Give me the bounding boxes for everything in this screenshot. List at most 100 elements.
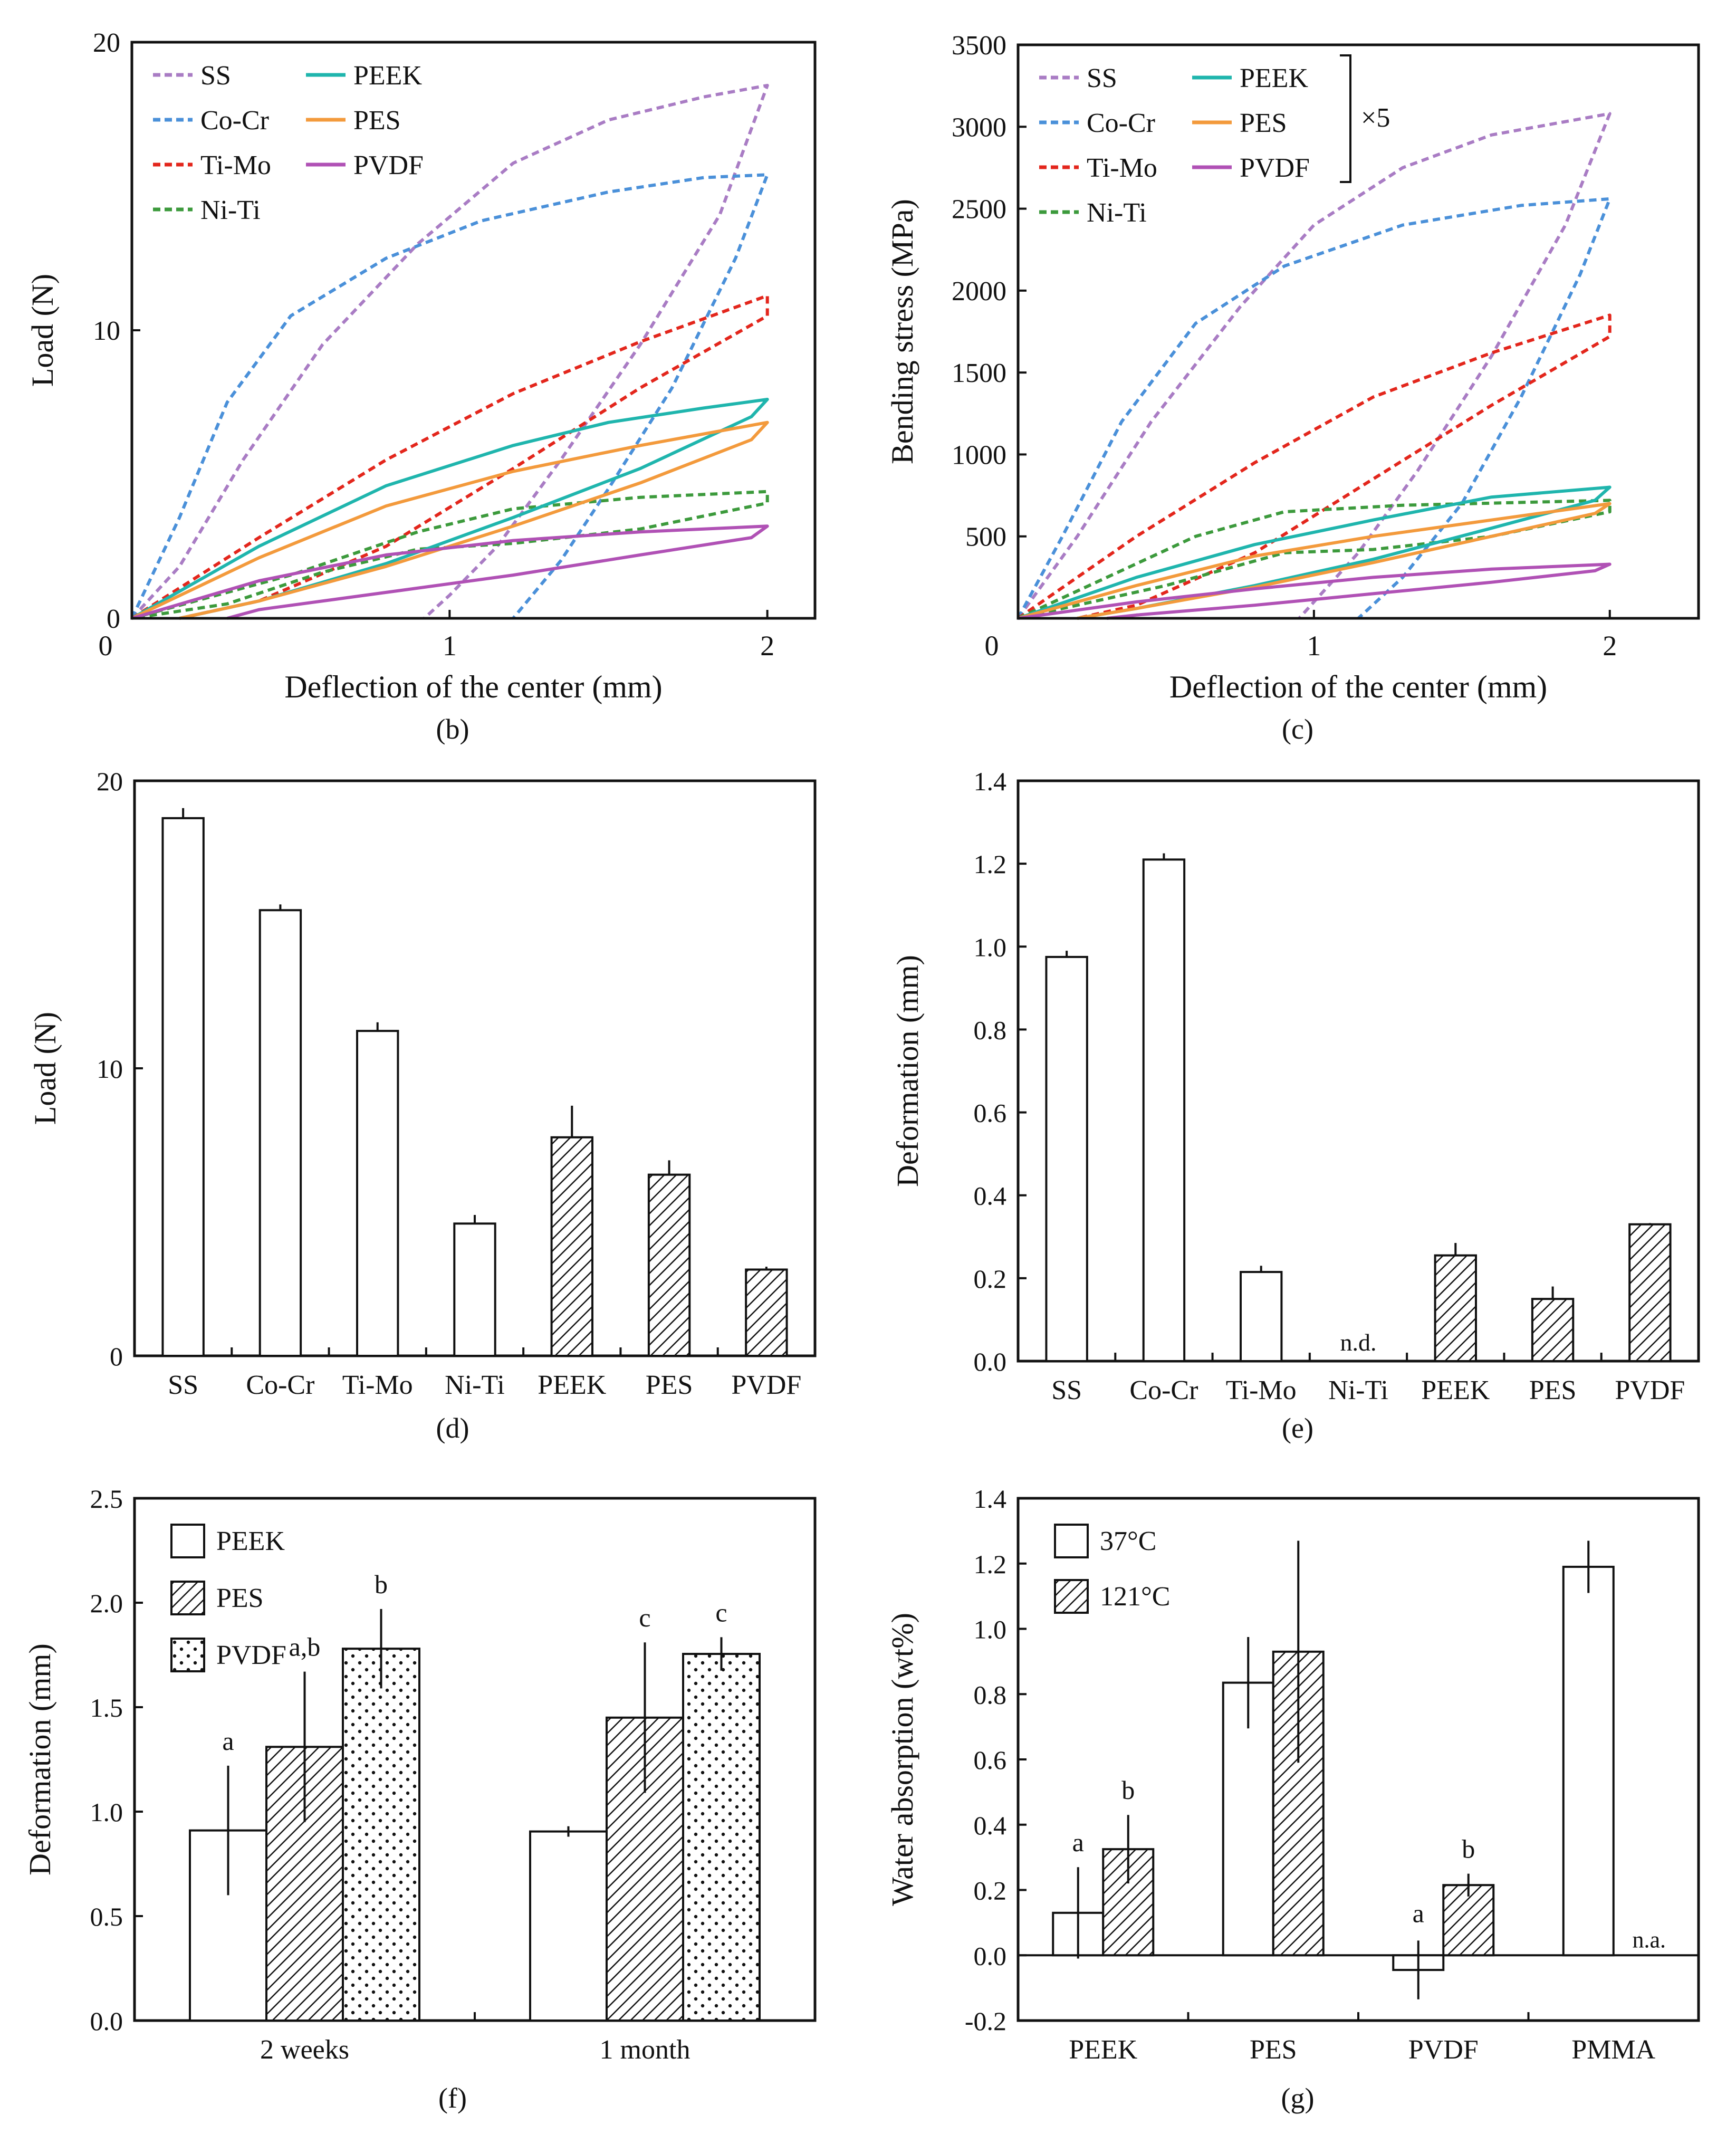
legend-entry: PES [1240, 108, 1287, 138]
x-tick-label: 0 [985, 630, 999, 662]
x-tick-label: PES [1529, 1375, 1577, 1405]
series-curve-ti-mo [1017, 313, 1612, 620]
legend-entry: PEEK [216, 1526, 285, 1556]
series-curve-pvdf [1018, 562, 1612, 620]
series-curve-peek [131, 398, 769, 620]
bar-pvdf [1628, 1223, 1672, 1363]
panel-d: 0 10 20 SS Co-Cr Ti-Mo Ni-Ti PEEK PES PVDF Load (N… [28, 767, 817, 1444]
x-tick-label: PVDF [1615, 1375, 1685, 1405]
significance-letter: a [1072, 1827, 1084, 1857]
bar-peek [1434, 1254, 1477, 1362]
panel-g: -0.2 0.0 0.2 0.4 0.6 0.8 1.0 1.2 1.4 b PEEK PES a b PV… [885, 1484, 1700, 2114]
y-tick-label: 1.0 [90, 1797, 123, 1827]
legend-entry: PEEK [353, 61, 422, 91]
x-tick-label: PVDF [731, 1370, 801, 1400]
x-tick-label: Ti-Mo [1226, 1375, 1297, 1405]
legend-entry: Co-Cr [1087, 108, 1155, 138]
panel-c: 0 1 2500100015002000250030003500Deflection… [885, 31, 1700, 745]
x-tick-label: 1 [1307, 630, 1321, 662]
x-tick-label: SS [168, 1370, 198, 1400]
legend-entry: PEEK [1240, 63, 1308, 93]
y-axis-label: Deformation (mm) [23, 1643, 57, 1875]
y-tick-label: -0.2 [965, 2006, 1006, 2036]
x-tick-label: Ni-Ti [445, 1370, 505, 1400]
significance-letter: a [222, 1726, 234, 1756]
x-tick-label: SS [1051, 1375, 1082, 1405]
y-tick-label: 0.2 [974, 1264, 1007, 1294]
y-axis-label: Deformation (mm) [890, 955, 925, 1187]
x-axis-label: Deflection of the center (mm) [1169, 669, 1547, 704]
y-tick-label: 2000 [952, 276, 1006, 307]
series-curve-pes [131, 420, 769, 620]
y-tick-label: 2.5 [90, 1484, 123, 1514]
y-tick-label: 1.5 [90, 1693, 123, 1722]
x-tick-label: 1 [443, 630, 457, 662]
bar-pes [647, 1173, 691, 1357]
legend-swatch [170, 1581, 205, 1615]
legend-entry: Ti-Mo [200, 150, 271, 180]
bar-121-c [1442, 1884, 1495, 1957]
panel-f: 0.0 0.5 1.0 1.5 2.0 2.5 a a,b b 2 weeks c c 1 month P… [23, 1484, 817, 2114]
legend-entry: SS [200, 61, 231, 91]
y-tick-label: 0.0 [90, 2006, 123, 2036]
y-tick-label: 0 [107, 604, 120, 634]
x-tick-label: Ti-Mo [342, 1370, 413, 1400]
panel-caption: (f) [438, 2082, 467, 2114]
x-tick-label: Co-Cr [246, 1370, 314, 1400]
y-tick-label: 1.2 [974, 1549, 1007, 1579]
bar-pes [1531, 1298, 1575, 1362]
legend-entry: SS [1087, 63, 1117, 93]
y-tick-label: 0.0 [974, 1347, 1007, 1376]
x-tick-label: PVDF [1408, 2035, 1479, 2065]
y-tick-label: 20 [97, 767, 123, 796]
y-tick-label: 20 [93, 28, 120, 58]
legend-entry: Co-Cr [200, 106, 269, 136]
series-curve-ss [1016, 112, 1612, 620]
y-tick-label: 0.8 [974, 1680, 1007, 1709]
y-tick-label: 0.5 [90, 1902, 123, 1931]
y-axis-label: Bending stress (MPa) [885, 199, 919, 464]
x-tick-label: PES [1250, 2035, 1297, 2065]
bracket-note: ×5 [1361, 103, 1390, 133]
panel-e: 0.0 0.2 0.4 0.6 0.8 1.0 1.2 1.4 SS Co-Cr Ti-Mo n.d.… [890, 767, 1700, 1444]
significance-letter: b [375, 1569, 388, 1599]
series-curve-ti-mo [131, 294, 769, 620]
significance-letter: b [1462, 1834, 1475, 1864]
x-tick-label: Co-Cr [1129, 1375, 1198, 1405]
legend-entry: Ni-Ti [1087, 198, 1147, 228]
x-tick-label: 1 month [600, 2035, 690, 2065]
y-tick-label: 1.4 [974, 1484, 1007, 1514]
legend-entry: Ti-Mo [1087, 153, 1157, 183]
legend-entry: 121°C [1100, 1582, 1170, 1612]
x-tick-label: PEEK [1069, 2035, 1137, 2065]
y-tick-label: 10 [97, 1054, 123, 1084]
significance-letter: a,b [289, 1632, 321, 1662]
y-tick-label: 0.4 [974, 1181, 1007, 1211]
bar-co-cr [1142, 858, 1186, 1363]
bar-pvdf [745, 1268, 788, 1357]
x-axis-label: Deflection of the center (mm) [284, 669, 662, 704]
series-curve-pvdf [131, 524, 769, 620]
x-tick-label: PEEK [1421, 1375, 1490, 1405]
y-tick-label: 1.4 [974, 767, 1007, 796]
legend-entry: PES [216, 1583, 264, 1613]
y-tick-label: 1000 [952, 440, 1006, 470]
bar-ti-mo [356, 1030, 399, 1357]
y-tick-label: 0.2 [974, 1876, 1007, 1906]
legend-entry: PVDF [1240, 153, 1310, 183]
y-tick-label: 1.0 [974, 1615, 1007, 1644]
y-tick-label: 2.0 [90, 1588, 123, 1618]
x-tick-label: PMMA [1571, 2035, 1655, 2065]
legend-bracket [1340, 54, 1351, 183]
legend-entry: PVDF [353, 150, 424, 180]
series-curve-co-cr [1016, 197, 1612, 620]
panel-caption: (e) [1282, 1412, 1313, 1444]
x-tick-label: 0 [99, 630, 113, 662]
y-tick-label: 3000 [952, 112, 1006, 142]
significance-letter: c [639, 1603, 650, 1632]
bar-ss [161, 817, 205, 1357]
bar-peek [529, 1830, 608, 2022]
series-curve-ni-ti [1017, 499, 1612, 620]
y-axis-label: Load (N) [28, 1012, 62, 1125]
